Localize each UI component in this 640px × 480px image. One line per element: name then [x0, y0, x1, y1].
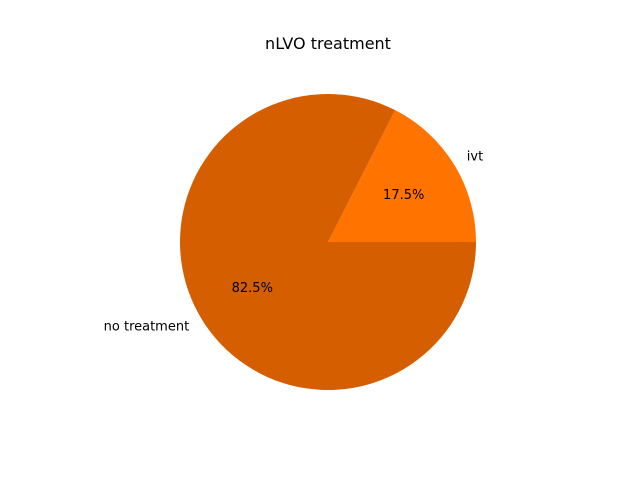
pie-labels: ivt 17.5% no treatment 82.5% [104, 149, 484, 334]
pie-slice-no-treatment [180, 94, 477, 391]
pie-slices [180, 94, 477, 391]
pct-label-no-treatment: 82.5% [232, 281, 273, 296]
slice-label-ivt: ivt [467, 149, 483, 164]
slice-label-no-treatment: no treatment [104, 320, 190, 335]
pct-label-ivt: 17.5% [383, 188, 424, 203]
pie-slice-ivt [328, 110, 477, 242]
chart-title: nLVO treatment [265, 34, 391, 53]
